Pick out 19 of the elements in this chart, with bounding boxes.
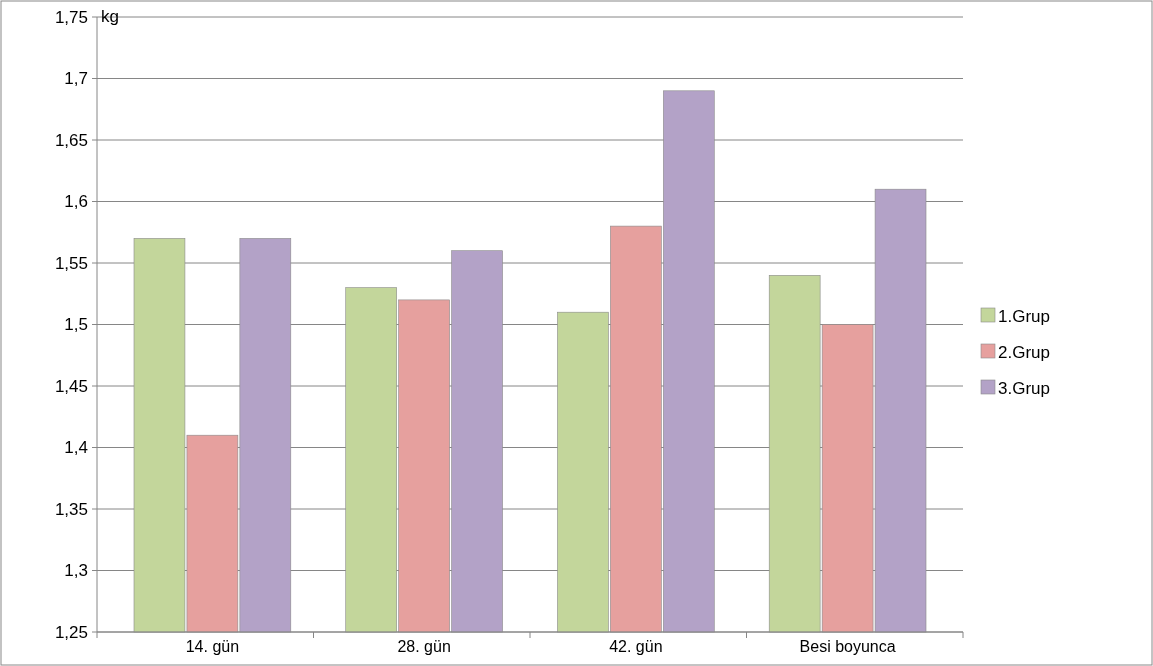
y-tick-label: 1,55 — [54, 253, 88, 273]
y-tick-label: 1,75 — [54, 7, 88, 27]
y-tick-label: 1,65 — [54, 130, 88, 150]
legend-label: 1.Grup — [998, 306, 1050, 326]
y-tick-label: 1,5 — [64, 315, 88, 335]
y-tick-label: 1,35 — [54, 499, 88, 519]
y-tick-label: 1,25 — [54, 622, 88, 642]
y-tick-label: 1,6 — [64, 192, 88, 212]
x-tick-label: 42. gün — [609, 637, 663, 655]
y-axis-title: kg — [101, 7, 119, 26]
x-tick-label: 14. gün — [185, 637, 240, 655]
legend-label: 2.Grup — [998, 342, 1050, 362]
x-tick-label: 28. gün — [397, 637, 451, 655]
y-tick-label: 1,45 — [54, 376, 88, 396]
y-tick-label: 1,4 — [64, 438, 88, 458]
y-tick-label: 1,7 — [64, 69, 88, 89]
y-tick-label: 1,3 — [64, 561, 88, 581]
legend-label: 3.Grup — [998, 378, 1050, 398]
x-tick-label: Besi boyunca — [799, 637, 896, 655]
